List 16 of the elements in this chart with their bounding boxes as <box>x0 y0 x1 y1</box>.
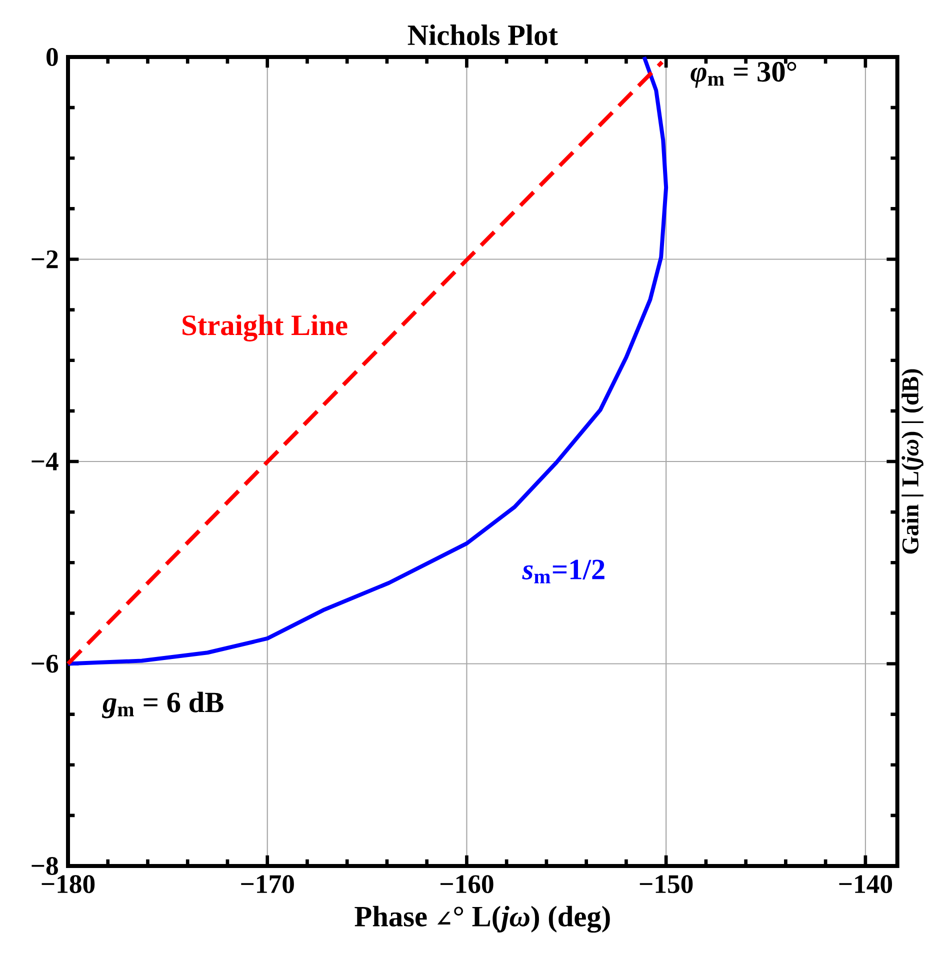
y-tick-label: −6 <box>32 654 58 673</box>
x-tick-label: −170 <box>241 875 294 894</box>
x-tick-label: −180 <box>42 875 95 894</box>
annotation: s$_{m}$=1/2 <box>522 560 604 584</box>
annotation: g$_{m}$ = 6 dB <box>102 692 224 718</box>
x-tick-label: −150 <box>640 875 693 894</box>
y-tick-label: −2 <box>32 250 58 268</box>
y-tick-label: −8 <box>32 857 58 875</box>
annotation: φ$_{m}$ = 30° <box>690 62 796 88</box>
y-tick-label: 0 <box>46 48 58 66</box>
chart-title: Nichols Plot <box>408 24 558 46</box>
y-tick-label: −4 <box>32 452 58 470</box>
annotation: Straight Line <box>182 314 348 342</box>
x-axis-title: Phase ∠° L(jω) (deg) <box>354 906 610 933</box>
x-tick-label: −160 <box>440 875 494 894</box>
x-tick-label: −140 <box>839 875 892 894</box>
